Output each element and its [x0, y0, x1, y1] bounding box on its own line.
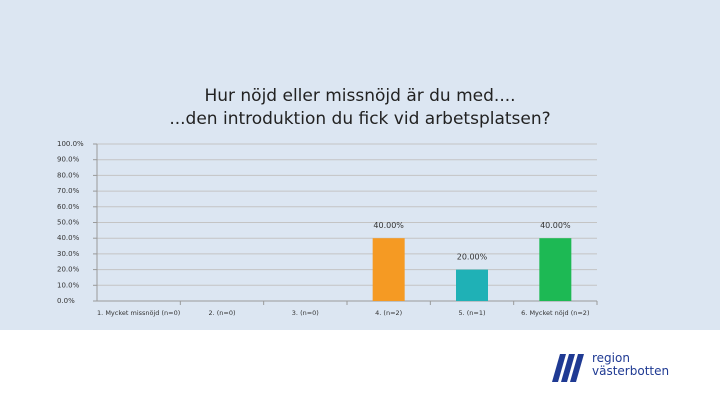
bar	[372, 238, 405, 301]
y-tick-label: 80.0%	[57, 171, 80, 179]
x-tick-label: 4. (n=2)	[375, 309, 402, 317]
y-tick-label: 50.0%	[57, 219, 80, 227]
logo-text-vasterbotten: västerbotten	[592, 364, 670, 378]
data-label: 20.00%	[457, 253, 488, 262]
x-tick-label: 2. (n=0)	[208, 309, 235, 317]
y-tick-label: 20.0%	[57, 266, 80, 274]
logo-text-region: region	[592, 351, 630, 365]
chart-title-line-2: ...den introduktion du fick vid arbetspl…	[169, 109, 551, 129]
y-tick-label: 100.0%	[57, 140, 84, 148]
y-tick-label: 40.0%	[57, 234, 80, 242]
region-vasterbotten-logo: region västerbotten	[552, 352, 712, 386]
y-tick-label: 0.0%	[57, 297, 75, 305]
x-tick-label: 5. (n=1)	[458, 309, 485, 317]
y-tick-label: 10.0%	[57, 281, 80, 289]
chart-title-line-1: Hur nöjd eller missnöjd är du med....	[204, 86, 516, 106]
bar	[539, 238, 572, 301]
y-tick-label: 90.0%	[57, 156, 80, 164]
bar	[456, 269, 488, 301]
data-label: 40.00%	[373, 221, 404, 230]
y-tick-label: 60.0%	[57, 203, 80, 211]
slide-background	[0, 0, 720, 330]
x-tick-label: 6. Mycket nöjd (n=2)	[521, 309, 589, 317]
y-tick-label: 30.0%	[57, 250, 80, 258]
bar-chart: 0.0% 10.0% 20.0% 30.0% 40.0% 50.0% 60.0% 70.0% 8…	[57, 140, 598, 317]
data-label: 40.00%	[540, 221, 571, 230]
x-tick-label: 3. (n=0)	[292, 309, 319, 317]
x-tick-label: 1. Mycket missnöjd (n=0)	[97, 309, 180, 317]
y-tick-label: 70.0%	[57, 187, 80, 195]
logo-mark-icon	[552, 354, 584, 382]
